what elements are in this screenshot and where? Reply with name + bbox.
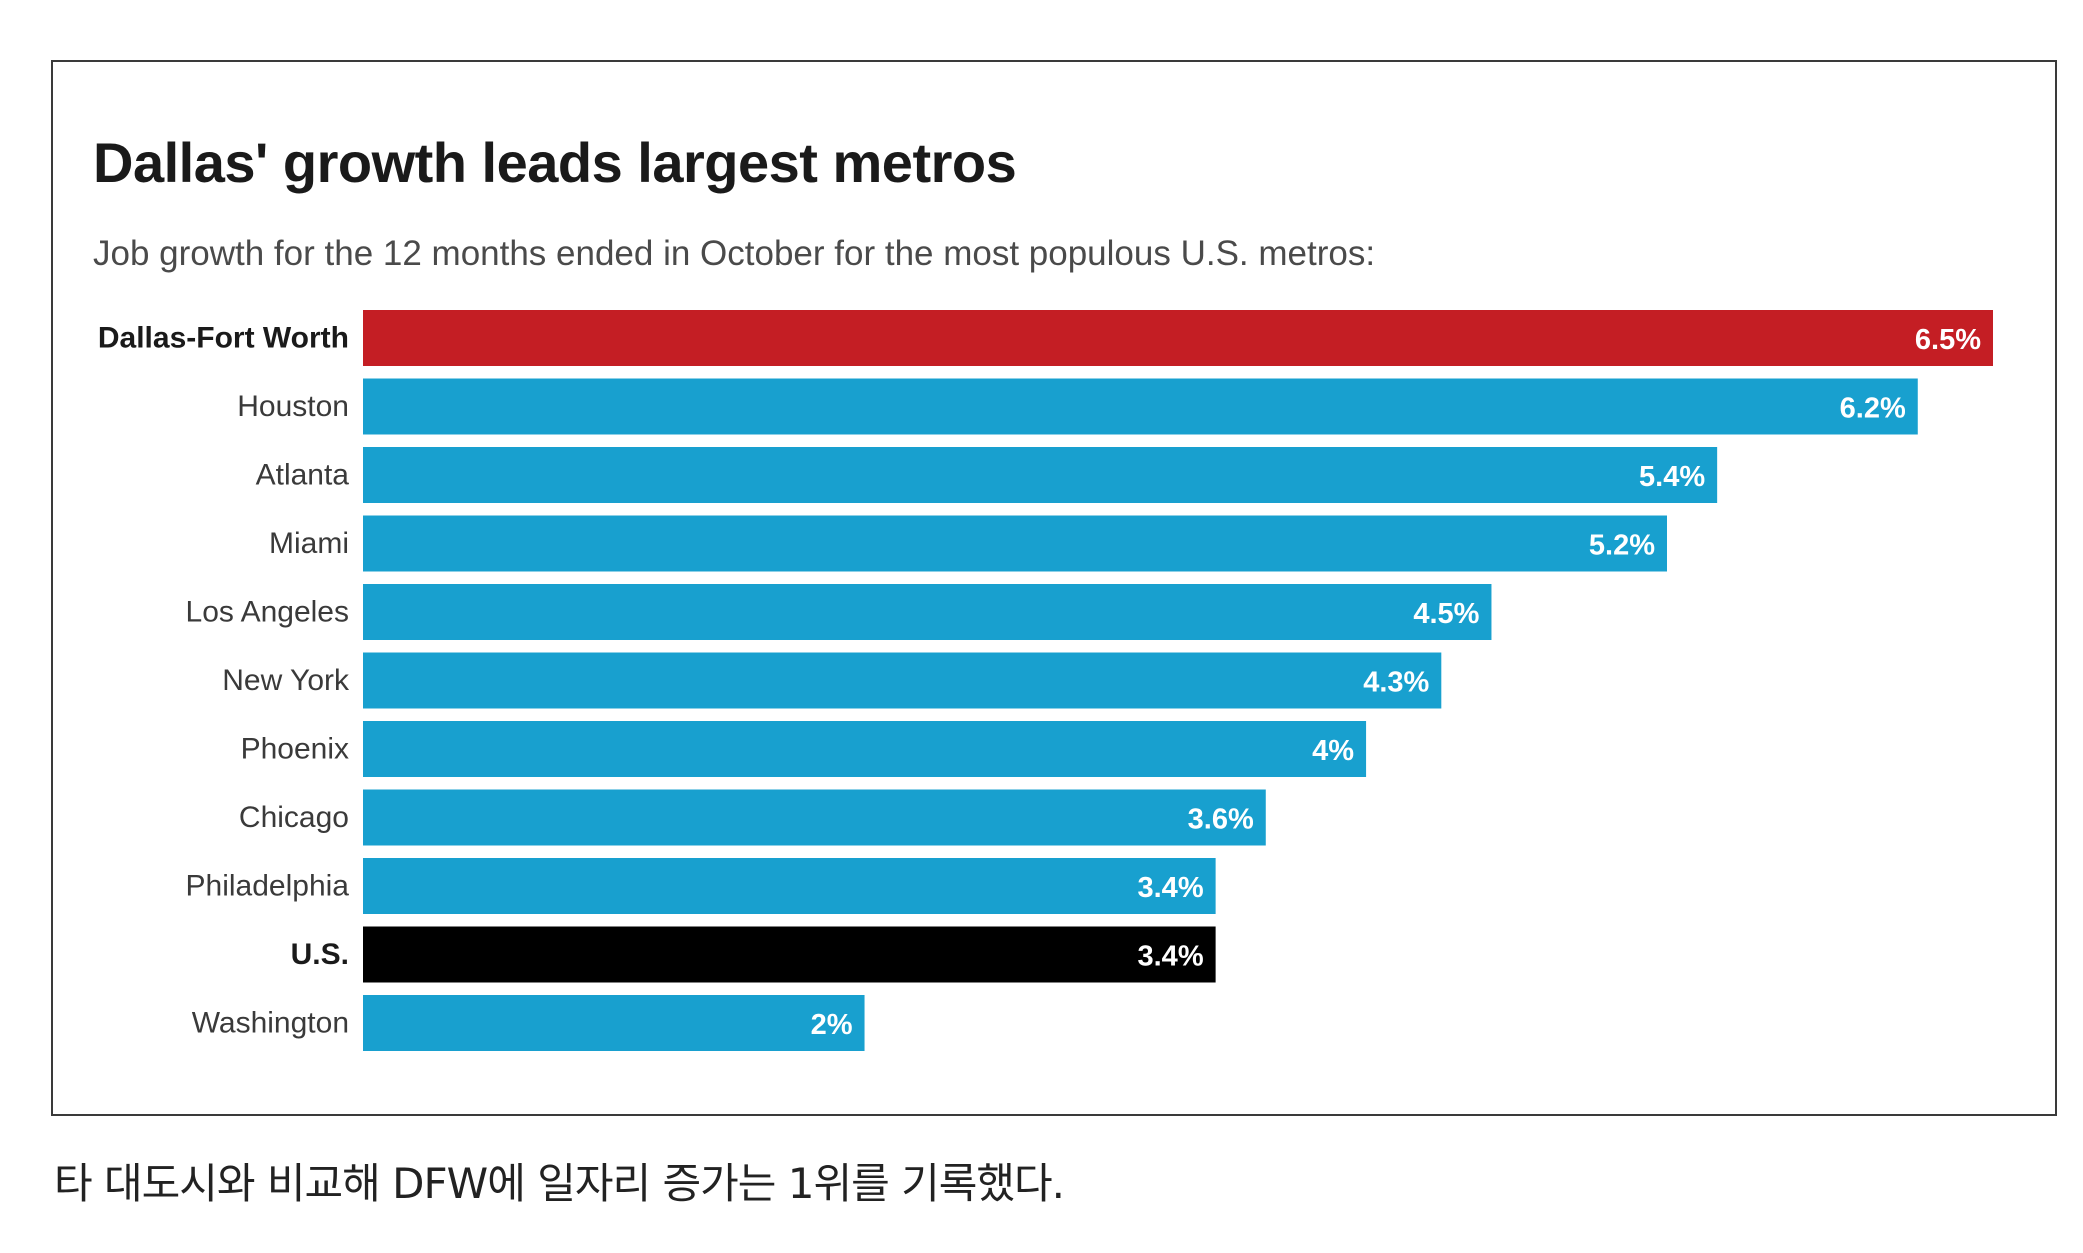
- chart-frame: Dallas' growth leads largest metros Job …: [51, 60, 2057, 1116]
- value-label: 3.6%: [1188, 804, 1254, 836]
- bar-dallas-fort-worth: [363, 310, 1993, 366]
- value-label: 4.3%: [1363, 667, 1429, 699]
- bar-miami: [363, 515, 1667, 572]
- category-label: U.S.: [291, 938, 349, 971]
- value-label: 4%: [1312, 735, 1354, 767]
- category-label: Washington: [192, 1007, 349, 1040]
- value-label: 3.4%: [1138, 941, 1204, 973]
- bar-los-angeles: [363, 584, 1492, 640]
- category-label: Miami: [269, 527, 349, 560]
- bar-chart: Dallas-Fort Worth 6.5% Houston 6.2% Atlanta 5…: [98, 310, 1993, 1051]
- bar-houston: [363, 378, 1918, 435]
- bar-atlanta: [363, 447, 1718, 503]
- category-label: New York: [222, 664, 350, 697]
- bar-new-york: [363, 652, 1442, 709]
- chart-title: Dallas' growth leads largest metros: [93, 131, 1017, 194]
- figure-caption: 타 대도시와 비교해 DFW에 일자리 증가는 1위를 기록했다.: [54, 1159, 1065, 1208]
- value-label: 2%: [811, 1009, 853, 1041]
- bar-u-s-: [363, 926, 1216, 983]
- value-label: 6.2%: [1840, 393, 1906, 425]
- bar-chicago: [363, 789, 1266, 846]
- category-label: Atlanta: [256, 459, 350, 492]
- value-label: 5.4%: [1639, 461, 1705, 493]
- bar-philadelphia: [363, 858, 1216, 914]
- bar-washington: [363, 995, 865, 1051]
- value-label: 6.5%: [1915, 324, 1981, 356]
- bar-phoenix: [363, 721, 1367, 777]
- value-label: 4.5%: [1413, 598, 1479, 630]
- value-label: 3.4%: [1138, 872, 1204, 904]
- value-label: 5.2%: [1589, 530, 1655, 562]
- chart-subtitle: Job growth for the 12 months ended in Oc…: [93, 234, 1376, 273]
- category-label: Phoenix: [241, 733, 349, 766]
- category-label: Los Angeles: [186, 596, 349, 629]
- category-label: Houston: [237, 390, 349, 423]
- category-label: Chicago: [239, 801, 349, 834]
- category-label: Dallas-Fort Worth: [98, 322, 349, 355]
- category-label: Philadelphia: [186, 870, 350, 903]
